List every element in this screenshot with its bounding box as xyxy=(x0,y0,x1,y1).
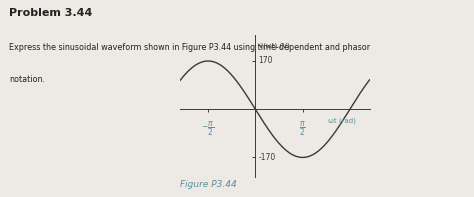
Text: Figure P3.44: Figure P3.44 xyxy=(180,180,237,189)
Text: v(ωt) (V): v(ωt) (V) xyxy=(259,43,290,49)
Text: $\dfrac{\pi}{2}$: $\dfrac{\pi}{2}$ xyxy=(299,119,306,138)
Text: Problem 3.44: Problem 3.44 xyxy=(9,8,93,18)
Text: 170: 170 xyxy=(258,57,273,65)
Text: notation.: notation. xyxy=(9,75,46,84)
Text: -170: -170 xyxy=(258,153,275,162)
Text: $-\dfrac{\pi}{2}$: $-\dfrac{\pi}{2}$ xyxy=(201,119,215,138)
Text: Express the sinusoidal waveform shown in Figure P3.44 using time-dependent and p: Express the sinusoidal waveform shown in… xyxy=(9,43,371,52)
Text: ωt (rad): ωt (rad) xyxy=(328,117,356,124)
